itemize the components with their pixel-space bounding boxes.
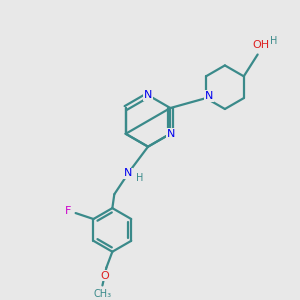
Text: N: N <box>144 90 152 100</box>
Text: CH₃: CH₃ <box>93 289 112 299</box>
Text: F: F <box>64 206 71 216</box>
Text: H: H <box>270 36 277 46</box>
Text: N: N <box>124 168 132 178</box>
Text: N: N <box>167 129 176 139</box>
Text: O: O <box>100 271 109 281</box>
Text: H: H <box>136 173 144 183</box>
Text: N: N <box>205 91 213 101</box>
Text: OH: OH <box>252 40 269 50</box>
